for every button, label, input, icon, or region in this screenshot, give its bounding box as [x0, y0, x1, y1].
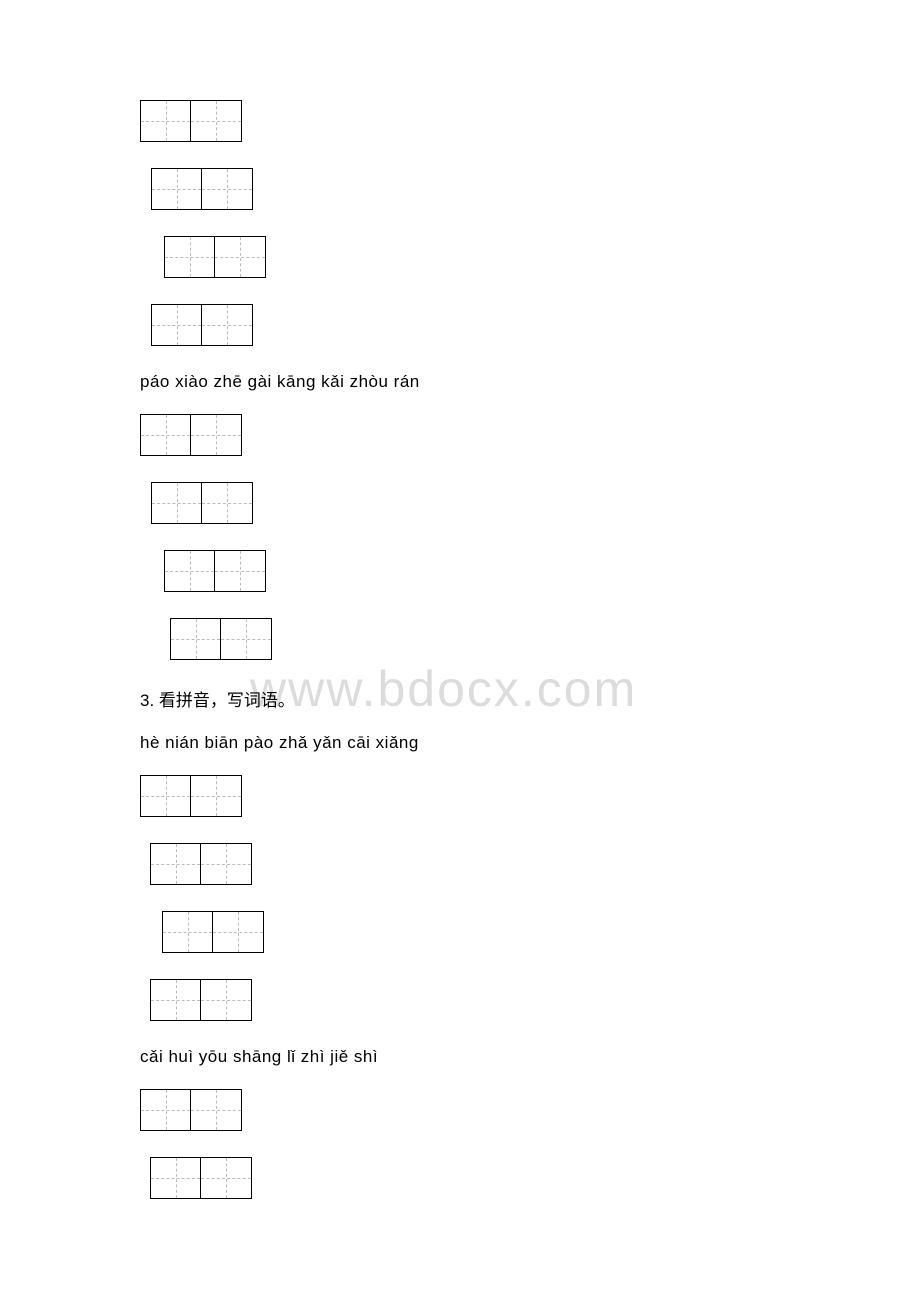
pinyin-grid-box — [151, 482, 780, 528]
instruction-text: 3. 看拼音，写词语。 — [140, 686, 780, 711]
tian-cell — [151, 980, 201, 1020]
tian-grid — [151, 482, 253, 524]
tian-cell — [151, 844, 201, 884]
tian-grid — [151, 168, 253, 210]
pinyin-grid-box — [140, 1089, 780, 1135]
pinyin-grid-box — [151, 168, 780, 214]
tian-grid — [140, 414, 242, 456]
tian-cell — [141, 776, 191, 816]
tian-grid — [140, 775, 242, 817]
tian-cell — [141, 415, 191, 455]
tian-cell — [201, 1158, 251, 1198]
pinyin-grid-box — [150, 843, 780, 889]
tian-cell — [191, 415, 241, 455]
pinyin-grid-box — [164, 236, 780, 282]
tian-cell — [215, 551, 265, 591]
pinyin-grid-box — [140, 100, 780, 146]
tian-grid — [170, 618, 272, 660]
tian-cell — [201, 980, 251, 1020]
tian-cell — [202, 169, 252, 209]
tian-cell — [215, 237, 265, 277]
pinyin-grid-box — [150, 1157, 780, 1203]
tian-cell — [141, 101, 191, 141]
tian-grid — [162, 911, 264, 953]
tian-grid — [150, 843, 252, 885]
tian-cell — [171, 619, 221, 659]
tian-grid — [164, 236, 266, 278]
pinyin-grid-box — [162, 911, 780, 957]
tian-cell — [151, 1158, 201, 1198]
tian-grid — [164, 550, 266, 592]
pinyin-text-line: páo xiào zhē gài kāng kǎi zhòu rán — [140, 372, 780, 392]
pinyin-text-line: hè nián biān pào zhǎ yǎn cāi xiǎng — [140, 733, 780, 753]
pinyin-grid-box — [164, 550, 780, 596]
pinyin-grid-box — [140, 775, 780, 821]
tian-cell — [191, 776, 241, 816]
pinyin-grid-box — [151, 304, 780, 350]
tian-cell — [202, 483, 252, 523]
tian-cell — [202, 305, 252, 345]
tian-cell — [152, 169, 202, 209]
tian-cell — [191, 101, 241, 141]
tian-grid — [151, 304, 253, 346]
tian-cell — [152, 483, 202, 523]
tian-grid — [140, 100, 242, 142]
tian-cell — [165, 551, 215, 591]
pinyin-grid-box — [140, 414, 780, 460]
tian-grid — [140, 1089, 242, 1131]
tian-cell — [163, 912, 213, 952]
tian-cell — [201, 844, 251, 884]
pinyin-grid-box — [150, 979, 780, 1025]
tian-cell — [141, 1090, 191, 1130]
tian-grid — [150, 979, 252, 1021]
pinyin-grid-box — [170, 618, 780, 664]
tian-cell — [191, 1090, 241, 1130]
pinyin-text-line: cǎi huì yōu shāng lǐ zhì jiě shì — [140, 1047, 780, 1067]
tian-cell — [213, 912, 263, 952]
tian-cell — [152, 305, 202, 345]
tian-grid — [150, 1157, 252, 1199]
tian-cell — [165, 237, 215, 277]
tian-cell — [221, 619, 271, 659]
